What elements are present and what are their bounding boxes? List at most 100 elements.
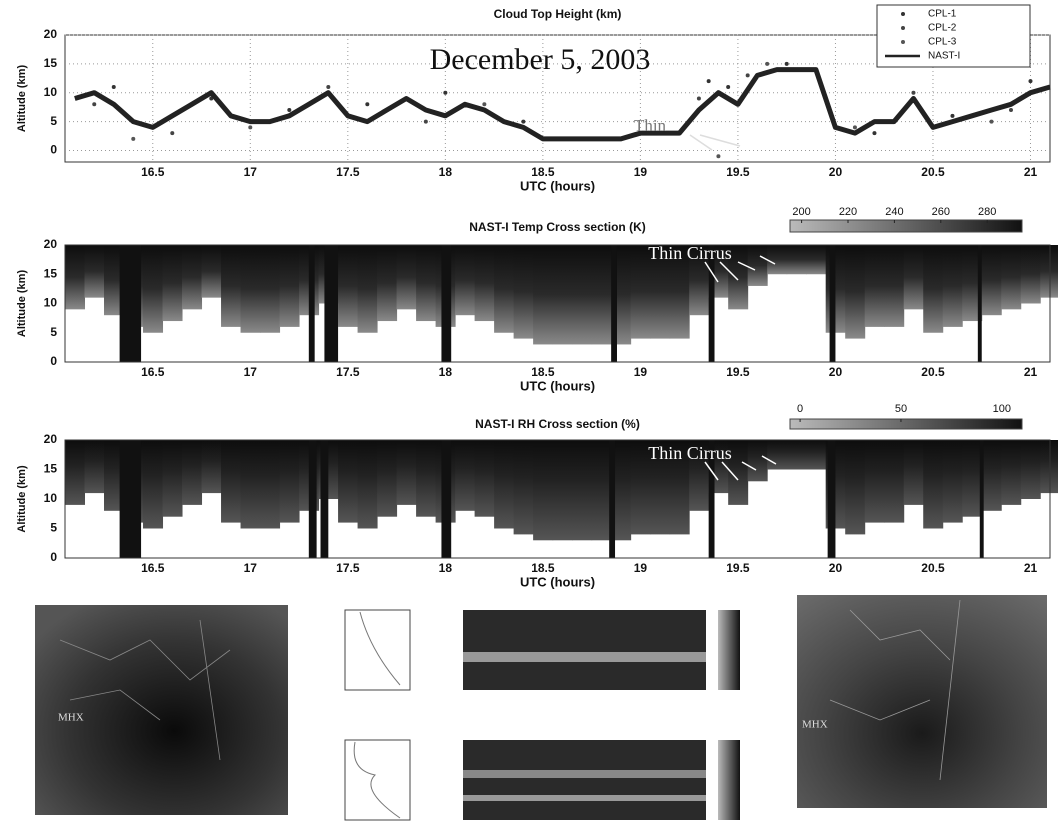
chart: NAST-I Temp Cross section (K)0510152016.… [16, 206, 1058, 394]
y-axis-label: Altitude (km) [16, 465, 28, 533]
data-point [424, 120, 428, 124]
data-gap [321, 440, 329, 558]
clear-sky-column [241, 440, 261, 529]
clear-sky-column [884, 245, 904, 327]
data-point [248, 125, 252, 129]
data-gap [611, 245, 617, 362]
x-axis-label: UTC (hours) [520, 378, 595, 393]
y-tick-label: 15 [44, 266, 58, 280]
clear-sky-column [455, 440, 475, 511]
mini-cross-sections [463, 610, 740, 820]
clear-sky-column [806, 440, 826, 470]
clear-sky-column [767, 245, 787, 274]
legend-swatch [901, 26, 905, 30]
data-point [726, 85, 730, 89]
x-tick-label: 21 [1024, 165, 1038, 179]
clear-sky-column [221, 440, 241, 523]
clear-sky-column [592, 440, 612, 540]
chart-title: NAST-I Temp Cross section (K) [469, 220, 645, 234]
data-gap [830, 245, 836, 362]
data-gap [309, 440, 317, 558]
clear-sky-column [221, 245, 241, 327]
annotation: December 5, 2003 [430, 43, 651, 76]
data-gap [441, 245, 451, 362]
clear-sky-column [1021, 440, 1041, 499]
data-point [707, 79, 711, 83]
data-point [365, 102, 369, 106]
clear-sky-column [1021, 245, 1041, 304]
data-point [443, 91, 447, 95]
clear-sky-column [1001, 440, 1021, 505]
data-gap [120, 440, 141, 558]
data-point [112, 85, 116, 89]
x-tick-label: 18.5 [531, 561, 555, 575]
data-gap [441, 440, 451, 558]
clear-sky-column [943, 245, 963, 327]
clear-sky-column [572, 440, 592, 540]
clear-sky-column [806, 245, 826, 274]
x-tick-label: 19 [634, 165, 648, 179]
data-point [697, 97, 701, 101]
clear-sky-column [787, 245, 807, 274]
clear-sky-column [377, 440, 397, 517]
data-gap [978, 245, 982, 362]
y-tick-label: 10 [44, 491, 58, 505]
x-tick-label: 17 [244, 561, 258, 575]
satellite-image [35, 605, 288, 815]
colorbar-label: 260 [932, 206, 950, 218]
clear-sky-column [865, 245, 885, 327]
data-point [482, 102, 486, 106]
clear-sky-column [533, 440, 553, 540]
data-point [950, 114, 954, 118]
annotation: Thin Cirrus [648, 243, 732, 263]
chart: NAST-I RH Cross section (%)0510152016.51… [16, 403, 1058, 590]
data-gap [828, 440, 836, 558]
y-tick-label: 10 [44, 85, 58, 99]
clear-sky-column [826, 245, 846, 333]
data-gap [120, 245, 141, 362]
clear-sky-column [182, 245, 202, 309]
clear-sky-column [163, 440, 183, 517]
legend: CPL-1CPL-2CPL-3NAST-I [877, 5, 1030, 67]
y-tick-label: 0 [50, 143, 57, 157]
x-tick-label: 18 [439, 365, 453, 379]
data-point [521, 120, 525, 124]
clear-sky-column [260, 245, 280, 333]
legend-label: NAST-I [928, 51, 960, 62]
clear-sky-column [397, 440, 417, 505]
clear-sky-column [416, 245, 436, 321]
x-tick-label: 20 [829, 365, 843, 379]
clear-sky-column [260, 440, 280, 529]
data-point [1009, 108, 1013, 112]
x-tick-label: 17.5 [336, 365, 360, 379]
clear-sky-column [182, 440, 202, 505]
marks-layer: Cloud Top Height (km)0510152016.51717.51… [16, 5, 1058, 589]
x-tick-label: 20.5 [921, 561, 945, 575]
data-point [92, 102, 96, 106]
y-tick-label: 0 [50, 354, 57, 368]
x-tick-label: 18.5 [531, 165, 555, 179]
clear-sky-column [338, 245, 358, 327]
x-tick-label: 18.5 [531, 365, 555, 379]
chart-title: Cloud Top Height (km) [494, 7, 622, 21]
clear-sky-column [494, 245, 514, 333]
y-tick-label: 10 [44, 296, 58, 310]
legend-swatch [901, 40, 905, 44]
y-tick-label: 20 [44, 432, 58, 446]
clear-sky-column [767, 440, 787, 470]
clear-sky-column [865, 440, 885, 523]
x-tick-label: 19 [634, 561, 648, 575]
y-tick-label: 5 [50, 325, 57, 339]
y-axis-label: Altitude (km) [16, 65, 28, 133]
y-axis-label: Altitude (km) [16, 270, 28, 338]
colorbar-label: 220 [839, 206, 857, 218]
clear-sky-column [416, 440, 436, 517]
x-tick-label: 20 [829, 561, 843, 575]
x-tick-label: 17.5 [336, 561, 360, 575]
clear-sky-column [904, 245, 924, 309]
clear-sky-column [65, 440, 85, 505]
clear-sky-column [143, 440, 163, 529]
clear-sky-column [923, 245, 943, 333]
clear-sky-column [475, 245, 495, 321]
